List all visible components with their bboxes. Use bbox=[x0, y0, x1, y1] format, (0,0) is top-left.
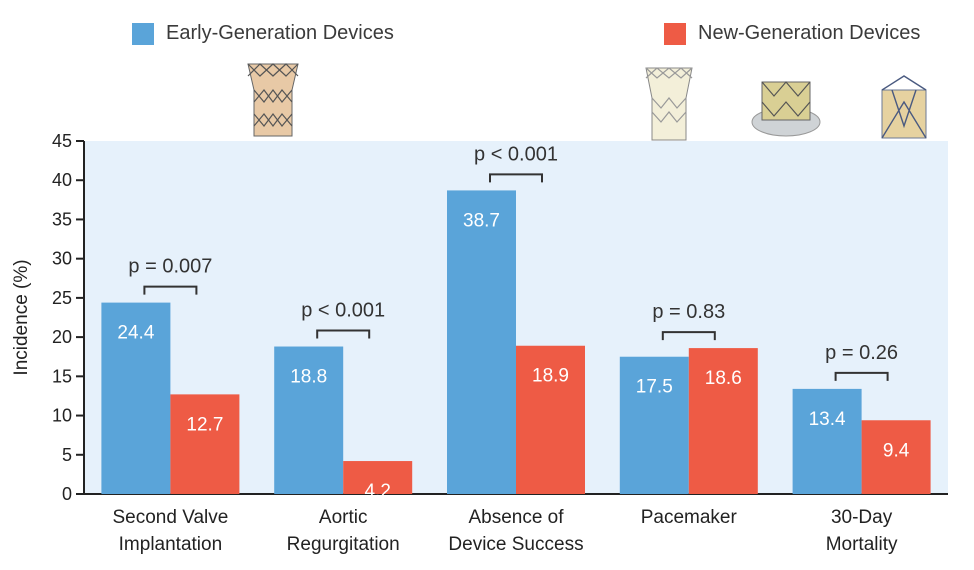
category-label: Pacemaker bbox=[641, 507, 738, 528]
new-generation-valve-icon-3 bbox=[881, 75, 927, 139]
y-axis-title: Incidence (%) bbox=[11, 259, 32, 375]
category-label: Aortic bbox=[319, 507, 368, 528]
labels: 24.4 12.7 p = 0.007 Second Valve Implantatio… bbox=[112, 143, 909, 555]
p-value-annotation: p < 0.001 bbox=[301, 300, 385, 322]
legend-new-swatch bbox=[664, 22, 686, 45]
y-tick-label: 20 bbox=[52, 327, 72, 347]
p-value-annotation: p = 0.83 bbox=[652, 301, 725, 323]
p-value-annotation: p = 0.26 bbox=[825, 342, 898, 364]
data-label: 4.2 bbox=[364, 481, 390, 502]
category-label: Implantation bbox=[119, 534, 223, 555]
bar-new bbox=[170, 394, 240, 494]
y-tick-label: 35 bbox=[52, 209, 72, 229]
y-tick-label: 25 bbox=[52, 288, 72, 308]
legend-new-label: New-Generation Devices bbox=[698, 22, 921, 44]
category-label: Absence of bbox=[468, 507, 564, 528]
bar-new bbox=[343, 461, 413, 494]
legend-early-swatch bbox=[132, 22, 154, 45]
data-label: 13.4 bbox=[809, 409, 846, 430]
p-value-bracket bbox=[316, 329, 371, 339]
data-label: 17.5 bbox=[636, 377, 673, 398]
y-tick-label: 40 bbox=[52, 170, 72, 190]
new-generation-valve-icon-1 bbox=[645, 67, 693, 141]
new-generation-valve-icon-2 bbox=[751, 81, 821, 137]
y-tick-label: 15 bbox=[52, 366, 72, 386]
y-tick-label: 5 bbox=[62, 445, 72, 465]
bars bbox=[101, 190, 931, 495]
p-value-bracket bbox=[834, 371, 889, 381]
data-label: 38.7 bbox=[463, 210, 500, 231]
bar-early bbox=[447, 190, 516, 495]
category-label: Second Valve bbox=[112, 507, 228, 528]
early-generation-valve-icon bbox=[247, 63, 299, 137]
data-label: 18.8 bbox=[290, 367, 327, 388]
legend-early: Early-Generation Devices bbox=[132, 22, 394, 45]
bar-early bbox=[619, 356, 689, 494]
bar-early bbox=[792, 388, 862, 494]
legend-early-label: Early-Generation Devices bbox=[166, 22, 394, 44]
y-tick-label: 10 bbox=[52, 406, 72, 426]
bar-new bbox=[516, 345, 585, 494]
y-tick-label: 30 bbox=[52, 249, 72, 269]
bar-early bbox=[101, 302, 171, 494]
p-value-annotation: p = 0.007 bbox=[128, 256, 212, 278]
y-tick-label: 0 bbox=[62, 484, 72, 504]
data-label: 18.6 bbox=[705, 368, 742, 389]
category-label: Device Success bbox=[448, 534, 583, 555]
category-label: Regurgitation bbox=[287, 534, 400, 555]
data-label: 24.4 bbox=[117, 323, 154, 344]
data-label: 18.9 bbox=[532, 366, 569, 387]
data-label: 9.4 bbox=[883, 440, 910, 461]
p-value-bracket bbox=[143, 285, 198, 295]
legend-new: New-Generation Devices bbox=[664, 22, 920, 45]
category-label: 30-Day bbox=[831, 507, 893, 528]
p-value-bracket bbox=[661, 331, 716, 341]
y-tick-label: 45 bbox=[52, 131, 72, 151]
bar-new bbox=[861, 420, 931, 494]
p-value-annotation: p < 0.001 bbox=[474, 143, 558, 165]
data-label: 12.7 bbox=[186, 414, 223, 435]
bar-new bbox=[688, 348, 758, 494]
bar-early bbox=[274, 346, 344, 494]
p-value-bracket bbox=[489, 173, 543, 183]
category-label: Mortality bbox=[826, 534, 898, 555]
